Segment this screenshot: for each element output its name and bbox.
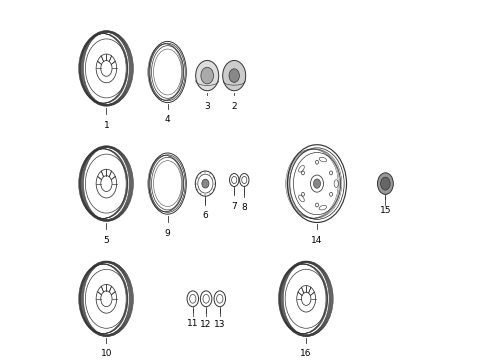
Text: 8: 8 [242, 203, 247, 212]
Ellipse shape [196, 60, 219, 91]
Text: 1: 1 [103, 121, 109, 130]
Ellipse shape [201, 67, 214, 84]
Text: 10: 10 [100, 349, 112, 358]
Text: 12: 12 [200, 320, 212, 329]
Text: 11: 11 [187, 319, 198, 328]
Text: 9: 9 [165, 229, 171, 238]
Ellipse shape [314, 179, 320, 188]
Text: 7: 7 [231, 202, 237, 211]
Ellipse shape [377, 173, 393, 194]
Ellipse shape [381, 177, 390, 190]
Text: 4: 4 [165, 115, 171, 124]
Text: 6: 6 [202, 211, 208, 220]
Ellipse shape [229, 69, 240, 82]
Ellipse shape [153, 49, 182, 95]
Ellipse shape [202, 179, 209, 188]
Text: 3: 3 [204, 102, 210, 111]
Text: 16: 16 [300, 349, 312, 358]
Text: 15: 15 [380, 206, 391, 215]
Text: 5: 5 [103, 236, 109, 245]
Ellipse shape [222, 60, 245, 91]
Text: 13: 13 [214, 320, 225, 329]
Text: 14: 14 [311, 236, 323, 245]
Ellipse shape [153, 161, 182, 207]
Text: 2: 2 [231, 102, 237, 111]
